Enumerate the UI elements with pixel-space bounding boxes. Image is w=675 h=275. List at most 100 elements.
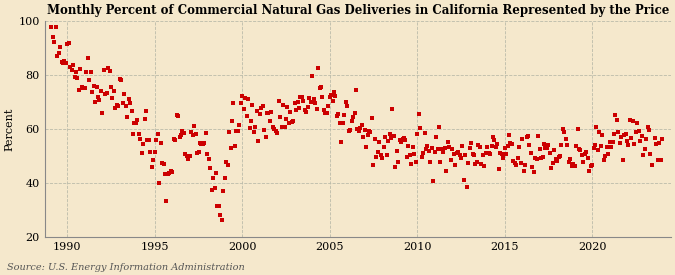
Point	[493, 167, 504, 171]
Point	[88, 84, 99, 88]
Point	[247, 103, 258, 107]
Point	[647, 163, 657, 167]
Point	[595, 144, 606, 148]
Point	[232, 128, 243, 133]
Point	[123, 97, 134, 101]
Point	[113, 104, 124, 108]
Point	[103, 66, 113, 71]
Point	[390, 165, 401, 169]
Point	[384, 132, 395, 136]
Point	[140, 109, 151, 113]
Point	[301, 110, 312, 115]
Point	[236, 101, 246, 105]
Point	[47, 34, 58, 39]
Point	[508, 159, 519, 164]
Point	[452, 150, 463, 154]
Point	[171, 113, 182, 117]
Point	[176, 133, 186, 137]
Point	[555, 154, 566, 158]
Point	[227, 119, 238, 123]
Point	[126, 109, 137, 114]
Point	[591, 125, 602, 130]
Point	[119, 91, 130, 96]
Point	[599, 158, 610, 162]
Point	[637, 134, 647, 138]
Point	[603, 152, 614, 156]
Point	[536, 156, 547, 161]
Point	[629, 142, 640, 146]
Point	[189, 124, 200, 128]
Point	[381, 152, 392, 157]
Point	[173, 114, 184, 118]
Point	[90, 100, 101, 104]
Point	[543, 143, 554, 148]
Point	[78, 86, 89, 90]
Point	[326, 92, 337, 97]
Point	[82, 56, 93, 61]
Point	[365, 129, 376, 134]
Point	[129, 121, 140, 125]
Point	[369, 136, 380, 141]
Point	[620, 132, 631, 136]
Point	[520, 163, 531, 167]
Point	[380, 134, 391, 139]
Point	[456, 155, 466, 160]
Point	[463, 160, 474, 165]
Point	[522, 133, 533, 138]
Point	[158, 162, 169, 166]
Point	[116, 78, 127, 82]
Point	[524, 142, 535, 147]
Point	[97, 111, 108, 116]
Point	[336, 139, 347, 144]
Point	[242, 97, 253, 101]
Point	[57, 61, 68, 65]
Point	[200, 130, 211, 135]
Point	[578, 160, 589, 164]
Point	[254, 111, 265, 116]
Point	[575, 148, 586, 152]
Point	[295, 95, 306, 99]
Point	[451, 150, 462, 155]
Point	[441, 169, 452, 174]
Point	[273, 98, 284, 103]
Point	[549, 148, 560, 153]
Point	[588, 145, 599, 150]
Point	[642, 125, 653, 130]
Point	[466, 140, 477, 145]
Point	[359, 128, 370, 132]
Point	[91, 84, 102, 89]
Point	[568, 161, 578, 166]
Point	[541, 145, 552, 150]
Point	[196, 142, 207, 146]
Point	[418, 151, 429, 155]
Point	[153, 131, 163, 136]
Point	[464, 145, 475, 150]
Point	[149, 150, 160, 154]
Point	[527, 164, 538, 169]
Point	[228, 101, 239, 105]
Point	[483, 151, 494, 155]
Point	[298, 99, 309, 104]
Point	[537, 155, 548, 159]
Point	[630, 130, 641, 134]
Point	[525, 150, 536, 155]
Point	[446, 158, 456, 162]
Point	[323, 104, 333, 108]
Point	[448, 152, 459, 156]
Point	[194, 141, 205, 145]
Point	[576, 153, 587, 157]
Point	[343, 129, 354, 133]
Point	[128, 132, 138, 136]
Point	[534, 147, 545, 151]
Point	[161, 199, 172, 203]
Point	[205, 166, 215, 170]
Point	[76, 85, 87, 89]
Point	[521, 135, 532, 139]
Point	[218, 189, 229, 193]
Point	[61, 61, 72, 65]
Point	[305, 100, 316, 104]
Point	[159, 172, 170, 176]
Point	[262, 111, 273, 116]
Point	[316, 85, 327, 89]
Point	[174, 134, 185, 139]
